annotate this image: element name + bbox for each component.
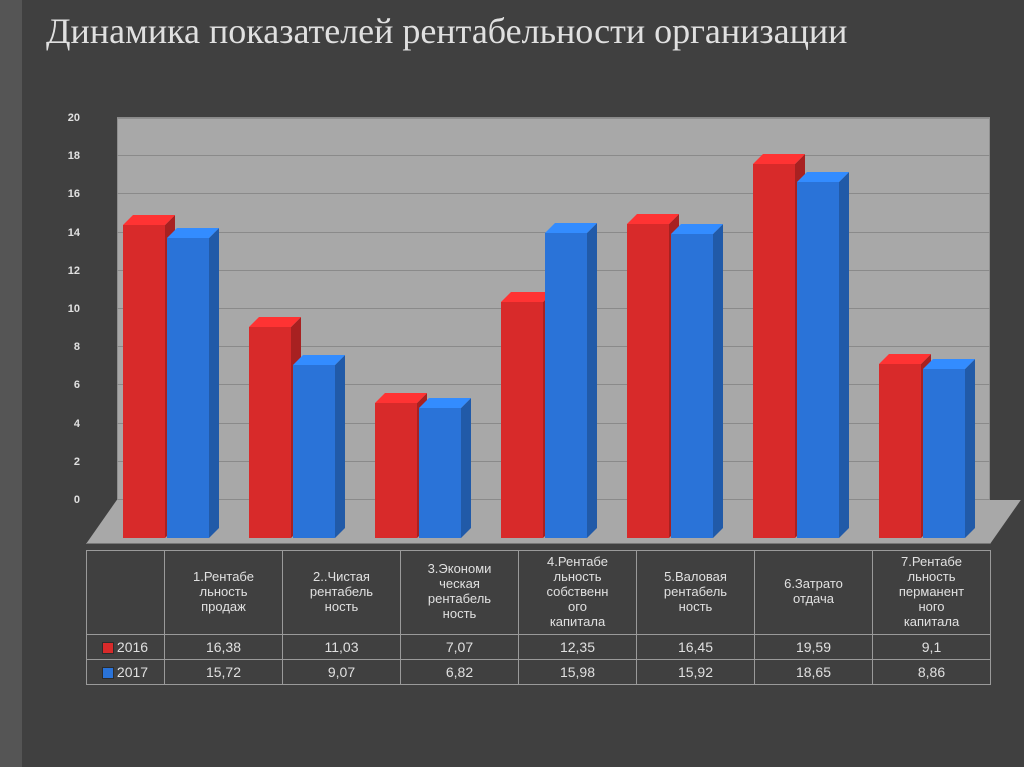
y-tick-label: 4	[40, 418, 80, 430]
bar-face	[461, 398, 471, 538]
bar	[375, 403, 417, 538]
data-table: 1.Рентабельностьпродаж2..Чистаярентабель…	[86, 550, 991, 685]
bar-face	[293, 365, 335, 538]
column-header: 5.Валоваярентабельность	[637, 551, 755, 635]
y-tick-label: 12	[40, 265, 80, 277]
bar-face	[501, 302, 543, 538]
column-header: 6.Затратоотдача	[755, 551, 873, 635]
value-cell: 7,07	[401, 634, 519, 659]
bar-group	[249, 537, 335, 538]
bar	[879, 364, 921, 538]
bar-group	[879, 537, 965, 538]
bar-face	[797, 182, 839, 538]
column-header: 4.Рентабельностьсобственногокапитала	[519, 551, 637, 635]
value-cell: 15,98	[519, 659, 637, 684]
bar	[293, 365, 335, 538]
table-row: 2016 16,3811,037,0712,3516,4519,599,1	[87, 634, 991, 659]
y-tick-label: 8	[40, 341, 80, 353]
bar	[123, 225, 165, 538]
y-tick-label: 0	[40, 494, 80, 506]
bar-face	[209, 228, 219, 538]
bar	[923, 369, 965, 538]
slide-title: Динамика показателей рентабельности орга…	[46, 10, 994, 53]
value-cell: 16,38	[165, 634, 283, 659]
bar-face	[587, 223, 597, 538]
bar-group	[375, 537, 461, 538]
bar-face	[375, 403, 417, 538]
value-cell: 18,65	[755, 659, 873, 684]
column-header: 1.Рентабельностьпродаж	[165, 551, 283, 635]
bar-face	[839, 172, 849, 538]
bar-group	[123, 537, 209, 538]
y-tick-label: 6	[40, 379, 80, 391]
bar	[797, 182, 839, 538]
y-tick-label: 2	[40, 456, 80, 468]
bar-group	[501, 537, 587, 538]
value-cell: 8,86	[873, 659, 991, 684]
series-name: 2017	[117, 664, 148, 680]
value-cell: 6,82	[401, 659, 519, 684]
bar-face	[545, 233, 587, 538]
bar-groups	[86, 114, 990, 544]
legend-swatch-icon	[103, 643, 113, 653]
plot-3d: 02468101214161820	[86, 114, 990, 544]
side-accent	[0, 0, 22, 767]
bar	[419, 408, 461, 538]
bar-face	[965, 359, 975, 538]
bar-face	[123, 225, 165, 538]
bar-face	[753, 164, 795, 538]
value-cell: 15,92	[637, 659, 755, 684]
y-tick-label: 20	[40, 112, 80, 124]
value-cell: 15,72	[165, 659, 283, 684]
bar	[627, 224, 669, 538]
bar-face	[249, 327, 291, 538]
value-cell: 12,35	[519, 634, 637, 659]
series-name: 2016	[117, 639, 148, 655]
bar	[167, 238, 209, 538]
bar	[545, 233, 587, 538]
value-cell: 11,03	[283, 634, 401, 659]
bar	[753, 164, 795, 538]
bar-face	[335, 355, 345, 538]
row-header: 2017	[87, 659, 165, 684]
bar-group	[753, 537, 839, 538]
value-cell: 16,45	[637, 634, 755, 659]
value-cell: 9,1	[873, 634, 991, 659]
bar-face	[879, 364, 921, 538]
y-tick-label: 14	[40, 227, 80, 239]
row-header: 2016	[87, 634, 165, 659]
legend-swatch-icon	[103, 668, 113, 678]
bar	[249, 327, 291, 538]
chart: 02468101214161820 1.Рентабельностьпродаж…	[86, 114, 990, 744]
bar	[501, 302, 543, 538]
slide: Динамика показателей рентабельности орга…	[0, 0, 1024, 767]
column-header: 2..Чистаярентабельность	[283, 551, 401, 635]
table-row: 2017 15,729,076,8215,9815,9218,658,86	[87, 659, 991, 684]
y-tick-label: 16	[40, 188, 80, 200]
y-tick-label: 18	[40, 150, 80, 162]
bar	[671, 234, 713, 538]
bar-group	[627, 537, 713, 538]
bar-face	[419, 408, 461, 538]
bar-face	[167, 238, 209, 538]
bar-face	[713, 224, 723, 538]
y-tick-label: 10	[40, 303, 80, 315]
value-cell: 19,59	[755, 634, 873, 659]
column-header: 7.Рентабельностьперманентногокапитала	[873, 551, 991, 635]
value-cell: 9,07	[283, 659, 401, 684]
bar-face	[923, 369, 965, 538]
bar-face	[671, 234, 713, 538]
table-corner	[87, 551, 165, 635]
column-header: 3.Экономическаярентабельность	[401, 551, 519, 635]
bar-face	[627, 224, 669, 538]
